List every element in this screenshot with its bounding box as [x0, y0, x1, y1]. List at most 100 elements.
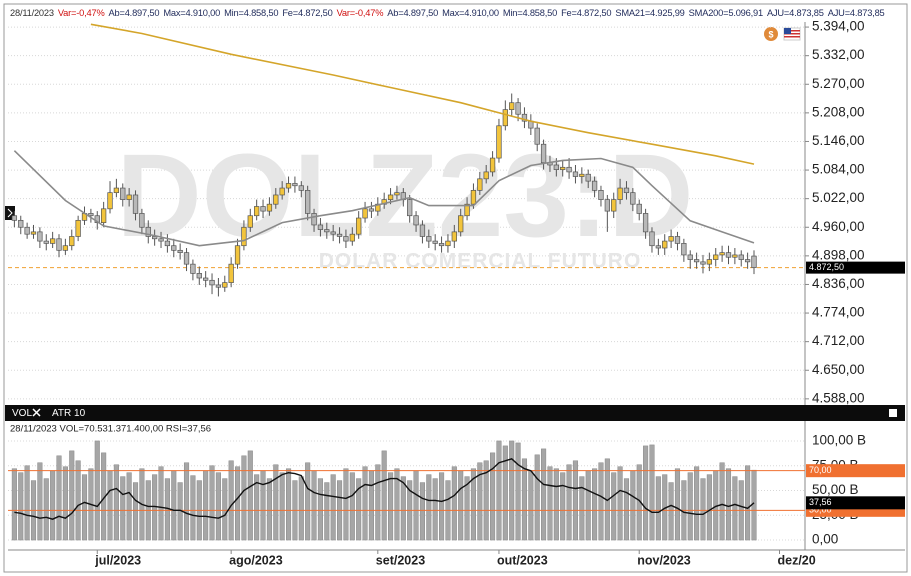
volume-bar	[725, 468, 732, 541]
rsi-line	[14, 458, 755, 520]
candle-body	[190, 263, 196, 274]
header-item: Var=-0,47%	[336, 8, 384, 18]
volume-bar	[515, 442, 521, 541]
volume-bar	[572, 460, 579, 541]
candle-body	[445, 240, 451, 247]
volume-bar	[285, 468, 292, 541]
candle-body	[145, 226, 151, 237]
maximize-icon[interactable]	[889, 409, 897, 417]
volume-bar	[432, 478, 438, 541]
indicator-tab-bar	[5, 405, 905, 421]
volume-bar	[311, 470, 317, 541]
x-tick-label: dez/20	[777, 553, 815, 567]
price-plot	[8, 23, 805, 297]
candle-body	[623, 187, 630, 194]
last-price-box	[806, 261, 905, 274]
volume-bar	[394, 468, 400, 541]
volume-bar	[298, 476, 304, 541]
header-item: Fe=4.872,50	[282, 8, 333, 18]
volume-bar	[158, 466, 164, 541]
candle-body	[585, 173, 591, 182]
volume-bar	[719, 462, 725, 541]
candle-body	[470, 190, 477, 205]
candle-body	[700, 261, 706, 265]
volume-bar	[547, 466, 553, 541]
volume-bar	[745, 465, 751, 541]
candle-body	[107, 192, 113, 210]
y-tick-label: 4.588,00	[812, 390, 865, 405]
y-tick-label: 4.774,00	[812, 305, 865, 320]
panel-tab[interactable]	[5, 206, 15, 220]
volume-bar	[643, 445, 649, 541]
candle-body	[69, 236, 75, 247]
candle-body	[534, 127, 540, 145]
volume-bar	[62, 466, 68, 541]
volume-bar	[541, 448, 547, 541]
candle-body	[305, 190, 311, 214]
moving-average-line	[90, 23, 755, 165]
volume-bar	[171, 470, 177, 541]
volume-bar	[266, 478, 272, 541]
candle-body	[30, 231, 37, 235]
candle-body	[496, 125, 502, 159]
volume-bar	[356, 478, 362, 541]
header-item: Fe=4.872,50	[561, 8, 612, 18]
candle-body	[324, 229, 330, 233]
volume-bar	[419, 482, 425, 541]
candle-body	[668, 236, 674, 242]
volume-bar	[222, 478, 228, 541]
candle-body	[292, 183, 298, 187]
close-icon[interactable]	[32, 408, 41, 417]
volume-bar	[228, 460, 234, 541]
candle-body	[407, 199, 413, 217]
volume-bar	[553, 468, 559, 541]
volume-bar	[528, 470, 534, 541]
candle-body	[655, 245, 662, 249]
candle-body	[151, 236, 158, 240]
candle-body	[738, 254, 744, 260]
candle-body	[285, 183, 292, 189]
volume-bar	[502, 445, 508, 541]
volume-bar	[687, 472, 693, 541]
rsi-last-label: 37,56	[809, 497, 832, 507]
volume-bar	[534, 454, 540, 541]
header-item: Min=4.858,50	[224, 8, 279, 18]
y-tick-label: 5.208,00	[812, 104, 865, 119]
volume-bar	[362, 466, 368, 541]
volume-bar	[324, 482, 330, 541]
volume-bar	[183, 462, 190, 541]
candle-body	[298, 185, 304, 191]
candle-body	[120, 187, 126, 200]
y-tick-label: 4.712,00	[812, 333, 865, 348]
candle-body	[222, 282, 228, 288]
volume-bar	[50, 470, 56, 541]
volume-bar	[458, 470, 464, 541]
volume-bar	[426, 474, 432, 541]
currency-icon-glyph: $	[768, 29, 773, 39]
candle-body	[636, 203, 642, 214]
candle-body	[330, 231, 336, 235]
rsi-level-label: 30,00	[809, 505, 832, 515]
y-tick-label: 4.836,00	[812, 276, 865, 291]
volume-bar	[732, 476, 738, 541]
volume-bar	[107, 470, 113, 541]
candle-body	[234, 245, 241, 265]
candle-body	[368, 208, 375, 212]
candle-body	[725, 252, 732, 258]
candle-body	[356, 217, 362, 235]
volume-bar	[69, 450, 75, 541]
volume-bar	[349, 472, 355, 541]
volume-bar	[126, 472, 132, 541]
frame	[3, 3, 908, 573]
volume-bar	[617, 466, 623, 541]
volume-bar	[247, 450, 253, 541]
rsi-last-box	[806, 496, 905, 510]
candle-body	[630, 192, 636, 205]
volume-bar	[706, 474, 712, 541]
y-tick-label: 100,00 B	[812, 433, 866, 448]
candle-body	[719, 252, 725, 256]
volume-bar	[260, 470, 266, 541]
candle-body	[681, 243, 687, 256]
volume-bar	[368, 470, 374, 541]
volume-bar	[94, 440, 100, 541]
